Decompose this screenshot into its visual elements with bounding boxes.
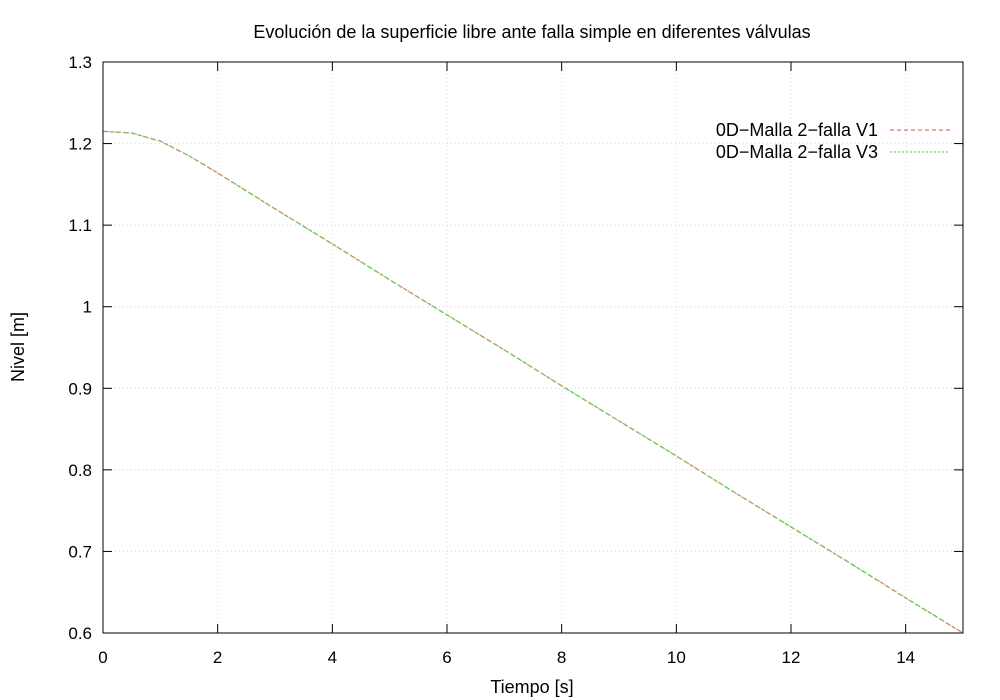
x-tick-label: 12 [782, 648, 801, 667]
chart-title: Evolución de la superficie libre ante fa… [253, 22, 810, 42]
x-tick-label: 4 [328, 648, 337, 667]
y-tick-label: 0.8 [68, 461, 92, 480]
y-axis-title: Nivel [m] [8, 312, 28, 382]
plot-series [102, 130, 964, 634]
x-tick-label: 8 [557, 648, 566, 667]
y-tick-label: 1.3 [68, 53, 92, 72]
series-line-2 [102, 130, 964, 634]
y-tick-label: 0.9 [68, 379, 92, 398]
axis-ticks: 0 2 4 6 8 10 12 14 0.6 0.7 0.8 0.9 1 1.1 1.2 1.3 [68, 53, 963, 667]
y-tick-label: 1.2 [68, 135, 92, 154]
x-tick-label: 2 [213, 648, 222, 667]
plot-frame [102, 61, 964, 634]
legend-label: 0D−Malla 2−falla V3 [716, 142, 878, 162]
series-line-1 [102, 130, 964, 634]
legend-label: 0D−Malla 2−falla V1 [716, 120, 878, 140]
x-tick-label: 14 [896, 648, 915, 667]
y-tick-label: 0.6 [68, 624, 92, 643]
y-tick-label: 0.7 [68, 542, 92, 561]
y-tick-label: 1 [83, 298, 92, 317]
x-tick-label: 10 [667, 648, 686, 667]
y-tick-label: 1.1 [68, 216, 92, 235]
x-axis-title: Tiempo [s] [490, 677, 573, 697]
x-tick-label: 6 [442, 648, 451, 667]
x-tick-label: 0 [98, 648, 107, 667]
grid [103, 62, 963, 633]
